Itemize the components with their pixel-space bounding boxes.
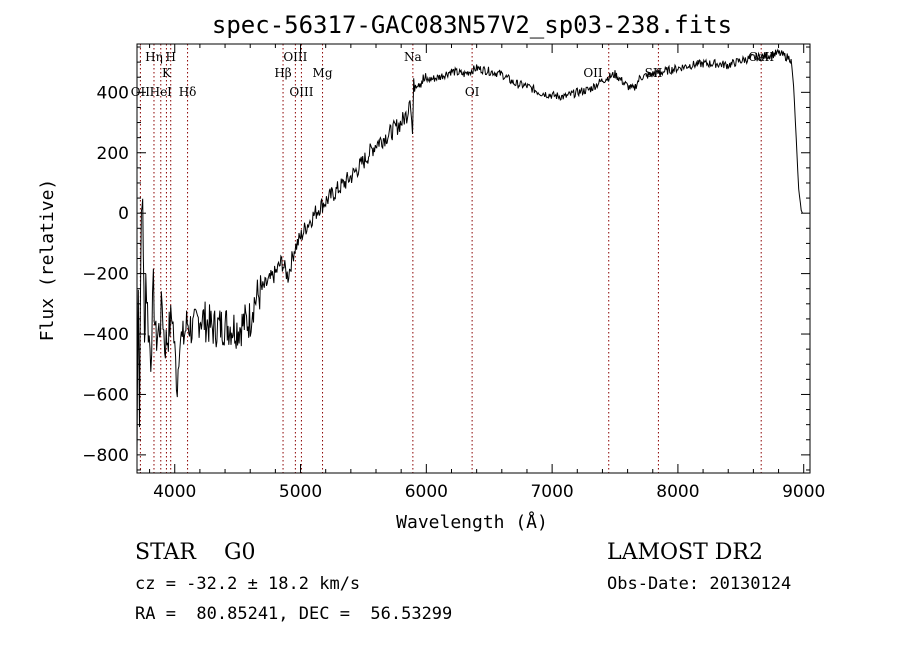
x-tick-label: 5000 (279, 482, 322, 502)
y-tick-label: −800 (82, 446, 129, 466)
x-tick-label: 7000 (530, 482, 573, 502)
axis-ticks: 4000 5000 6000 7000 8000 9000−800−600−400−200… (82, 44, 825, 502)
spectral-line-markers (139, 44, 762, 473)
y-tick-label: 200 (97, 144, 129, 164)
x-axis-label: Wavelength (Å) (396, 511, 548, 533)
line-label: Hβ (274, 66, 291, 80)
ra-dec: RA = 80.85241, DEC = 56.53299 (135, 604, 453, 624)
line-label: Hδ (179, 85, 197, 99)
x-tick-label: 9000 (782, 482, 825, 502)
obs-date: Obs-Date: 20130124 (607, 574, 792, 594)
line-label: OII (583, 66, 603, 80)
y-tick-label: −200 (82, 265, 129, 285)
spectrum-line (136, 48, 803, 456)
line-label: H (165, 50, 175, 64)
object-class: STAR G0 (135, 540, 256, 565)
line-label: OIII (289, 85, 313, 99)
y-tick-label: −600 (82, 385, 129, 405)
y-axis-label: Flux (relative) (37, 179, 58, 342)
redshift-cz: cz = -32.2 ± 18.2 km/s (135, 574, 361, 594)
x-tick-label: 4000 (153, 482, 196, 502)
chart-title: spec-56317-GAC083N57V2_sp03-238.fits (212, 11, 732, 39)
y-tick-label: 0 (118, 204, 129, 224)
line-label: OIII (283, 50, 307, 64)
line-label: Hη (145, 50, 163, 64)
line-label: K (162, 66, 172, 80)
line-label: HeI (150, 85, 173, 99)
y-tick-label: −400 (82, 325, 129, 345)
survey-name: LAMOST DR2 (607, 540, 763, 565)
plot-frame (136, 43, 811, 474)
line-label: Na (404, 50, 422, 64)
x-tick-label: 6000 (405, 482, 448, 502)
line-label: Mg (313, 66, 333, 80)
x-tick-label: 8000 (656, 482, 699, 502)
y-tick-label: 400 (97, 83, 129, 103)
line-label: OI (465, 85, 480, 99)
